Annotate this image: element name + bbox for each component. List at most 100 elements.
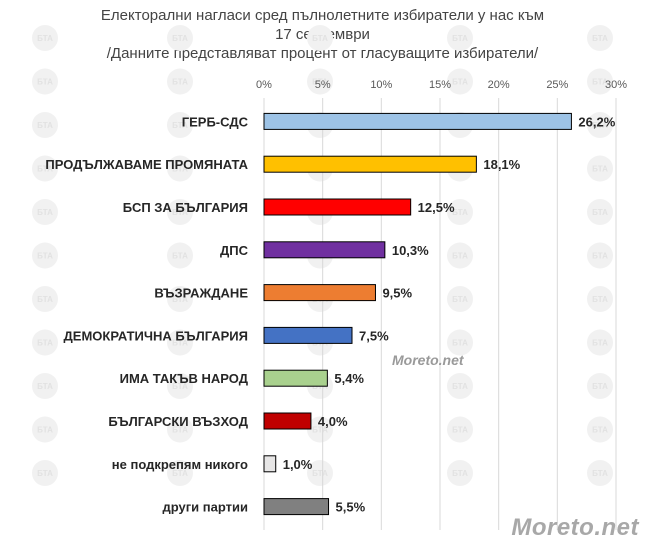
- watermark-tile-icon: [307, 460, 333, 486]
- watermark-tile-text: БТА: [592, 252, 608, 261]
- watermark-tile-text: БТА: [37, 208, 53, 217]
- watermark-tile-text: БТА: [37, 382, 53, 391]
- bar: [263, 155, 477, 173]
- category-label: ГЕРБ-СДС: [182, 114, 249, 129]
- x-tick-label: 25%: [546, 79, 568, 91]
- watermark-tile-text: БТА: [312, 78, 328, 87]
- watermark-tile-text: БТА: [452, 339, 468, 348]
- watermark-tile-text: БТА: [172, 34, 188, 43]
- watermark-tile-icon: [167, 68, 193, 95]
- watermark-tile-icon: [587, 416, 613, 443]
- watermark-tile-icon: [307, 25, 333, 51]
- bar: [263, 241, 386, 259]
- bar: [263, 112, 572, 130]
- watermark-tile-icon: [32, 199, 58, 225]
- watermark-tile-text: БТА: [592, 165, 608, 174]
- watermark-tile-icon: [587, 155, 613, 182]
- x-tick-label: 30%: [605, 79, 627, 91]
- watermark-tile-icon: [167, 460, 193, 486]
- watermark-tile-icon: [587, 112, 613, 138]
- category-label: ПРОДЪЛЖАВАМЕ ПРОМЯНАТА: [45, 157, 248, 172]
- data-label: 7,5%: [359, 328, 389, 343]
- data-label: 1,0%: [283, 457, 313, 472]
- watermark-tile-text: БТА: [37, 252, 53, 261]
- category-label: БСП ЗА БЪЛГАРИЯ: [123, 200, 248, 215]
- watermark-tile-text: БТА: [312, 34, 328, 43]
- bar: [263, 369, 328, 387]
- data-label: 18,1%: [483, 157, 520, 172]
- watermark-tile-icon: [587, 68, 613, 95]
- watermark-tile-text: БТА: [312, 469, 328, 478]
- watermark-tile-icon: [32, 25, 58, 51]
- watermark-tile-icon: [167, 329, 193, 356]
- watermark-tile-icon: [167, 25, 193, 51]
- watermark-tile-icon: [307, 416, 333, 443]
- watermark-tile-icon: [447, 286, 473, 312]
- watermark-tile-text: БТА: [37, 469, 53, 478]
- category-label: ДПС: [220, 243, 249, 258]
- watermark-tile-icon: [32, 373, 58, 399]
- watermark-tile-icon: [32, 329, 58, 356]
- watermark-tile-text: БТА: [172, 121, 188, 130]
- bar: [263, 326, 353, 344]
- bar: [263, 284, 376, 302]
- watermark-tile-text: БТА: [592, 295, 608, 304]
- bar: [263, 455, 277, 473]
- watermark-tile-icon: [32, 416, 58, 443]
- x-tick-label: 15%: [429, 79, 451, 91]
- watermark-tile-text: БТА: [172, 426, 188, 435]
- chart-title: Електорални нагласи сред пълнолетните из…: [0, 6, 645, 63]
- x-tick-label: 10%: [370, 79, 392, 91]
- watermark-tile-text: БТА: [452, 295, 468, 304]
- data-label: 12,5%: [418, 200, 455, 215]
- watermark-tile-icon: [447, 68, 473, 95]
- watermark-tile-icon: [167, 373, 193, 399]
- watermark-tile-text: БТА: [172, 165, 188, 174]
- x-tick-label: 5%: [315, 79, 331, 91]
- watermark-tile-text: БТА: [37, 165, 53, 174]
- watermark-tile-icon: [447, 416, 473, 443]
- watermark-tile-icon: [167, 112, 193, 138]
- bar: [263, 198, 412, 216]
- watermark-tile-text: БТА: [592, 426, 608, 435]
- data-label: 4,0%: [318, 414, 348, 429]
- watermark-tile-text: БТА: [452, 252, 468, 261]
- watermark-tile-text: БТА: [592, 469, 608, 478]
- watermark-tile-text: БТА: [172, 208, 188, 217]
- watermark-tile-text: БТА: [172, 252, 188, 261]
- category-label: ИМА ТАКЪВ НАРОД: [120, 371, 249, 386]
- watermark-tile-icon: [447, 199, 473, 225]
- watermark-tile-text: БТА: [172, 382, 188, 391]
- watermark-tile-icon: [32, 286, 58, 312]
- watermark-tile-text: БТА: [452, 469, 468, 478]
- watermark-tile-icon: [447, 373, 473, 399]
- watermark-tile-text: БТА: [37, 295, 53, 304]
- watermark-tile-icon: [167, 199, 193, 225]
- watermark-tile-text: БТА: [37, 78, 53, 87]
- watermark-tile-icon: [167, 416, 193, 443]
- title-line-3: /Данните представляват процент от гласув…: [106, 45, 539, 62]
- x-tick-label: 20%: [488, 79, 510, 91]
- watermark-tile-text: БТА: [592, 78, 608, 87]
- watermark-tile-icon: [32, 112, 58, 138]
- watermark-tile-icon: [587, 286, 613, 312]
- watermark-tile-icon: [32, 460, 58, 486]
- watermark-corner: Moreto.net: [511, 514, 639, 541]
- category-label: ВЪЗРАЖДАНЕ: [154, 286, 248, 301]
- watermark-tile-icon: [587, 373, 613, 399]
- watermark-tile-text: БТА: [37, 426, 53, 435]
- watermark-tile-text: БТА: [37, 121, 53, 130]
- watermark-tile-text: БТА: [592, 208, 608, 217]
- watermark-tile-icon: [447, 329, 473, 356]
- watermark-tile-icon: [307, 68, 333, 95]
- watermark-tile-icon: [167, 242, 193, 269]
- watermark-tile-icon: [447, 25, 473, 51]
- watermark-tile-text: БТА: [452, 34, 468, 43]
- data-label: 5,5%: [336, 500, 366, 515]
- watermark-tile-text: БТА: [172, 295, 188, 304]
- watermark-tile-icon: [587, 25, 613, 51]
- category-label: БЪЛГАРСКИ ВЪЗХОД: [108, 414, 248, 429]
- watermark-tile-text: БТА: [37, 34, 53, 43]
- watermark-tile-text: БТА: [592, 34, 608, 43]
